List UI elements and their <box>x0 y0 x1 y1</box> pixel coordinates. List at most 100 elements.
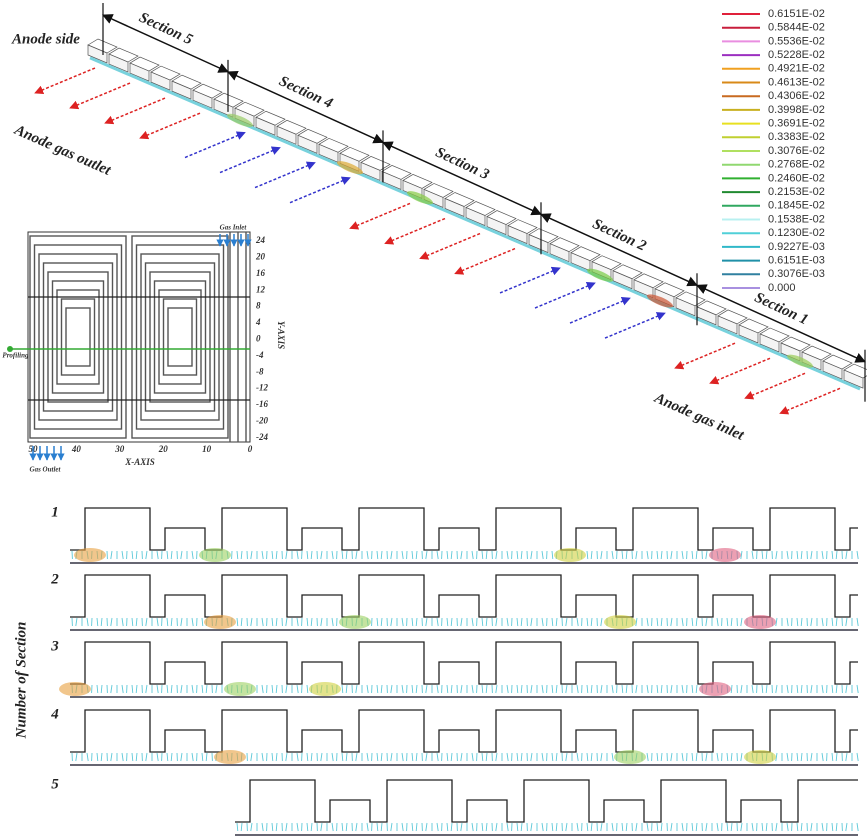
velocity-vector <box>285 550 288 560</box>
velocity-vector <box>110 752 113 762</box>
velocity-vector <box>646 684 649 694</box>
row-label: 1 <box>51 504 59 520</box>
outlet-arrow <box>69 82 131 110</box>
velocity-vector <box>271 550 274 560</box>
velocity-vector <box>775 550 778 560</box>
velocity-vector <box>380 550 383 560</box>
velocity-vector <box>740 684 743 694</box>
section-label: Section 3 <box>433 145 492 184</box>
velocity-vector <box>460 617 463 627</box>
velocity-vector <box>506 822 509 832</box>
velocity-vector <box>786 550 789 560</box>
velocity-vector <box>656 684 659 694</box>
velocity-vector <box>611 822 614 832</box>
inset-frame <box>27 231 251 443</box>
velocity-vector <box>415 617 418 627</box>
legend-label: 0.3691E-02 <box>768 118 825 130</box>
velocity-vector <box>845 684 848 694</box>
velocity-hotspot <box>309 682 341 696</box>
y-tick-label: -12 <box>256 383 268 393</box>
velocity-vector <box>730 752 733 762</box>
legend-label: 0.3076E-02 <box>768 145 825 157</box>
velocity-vector <box>481 550 484 560</box>
velocity-vector <box>460 550 463 560</box>
legend-label: 0.5536E-02 <box>768 35 825 47</box>
outlet-arrow <box>674 342 736 370</box>
velocity-vector <box>775 617 778 627</box>
velocity-vector <box>250 752 253 762</box>
velocity-vector <box>271 617 274 627</box>
section-arrow <box>696 284 866 363</box>
velocity-vector <box>695 684 698 694</box>
profile-outline <box>70 709 858 753</box>
velocity-vector <box>646 822 649 832</box>
serpentine-left <box>60 298 96 376</box>
outlet-arrow <box>779 387 841 415</box>
y-tick-label: -24 <box>256 432 268 442</box>
channel-side <box>486 216 507 236</box>
y-tick-label: -8 <box>256 366 264 376</box>
inlet-arrow <box>254 161 316 189</box>
velocity-vector <box>110 684 113 694</box>
velocity-vector <box>775 684 778 694</box>
velocity-vector <box>611 684 614 694</box>
velocity-vector <box>201 752 204 762</box>
velocity-vector <box>240 617 243 627</box>
velocity-vector <box>691 684 694 694</box>
velocity-vector <box>145 550 148 560</box>
velocity-vector <box>415 822 418 832</box>
velocity-vector <box>541 617 544 627</box>
serpentine-left <box>38 253 118 421</box>
velocity-vector <box>320 550 323 560</box>
velocity-vector <box>681 822 684 832</box>
velocity-vector <box>551 822 554 832</box>
serpentine-left <box>29 235 127 439</box>
velocity-vector <box>296 684 299 694</box>
velocity-vector <box>376 617 379 627</box>
row-label: 2 <box>50 571 59 587</box>
velocity-vector <box>845 550 848 560</box>
velocity-vector <box>166 752 169 762</box>
row-label: 3 <box>50 638 59 654</box>
velocity-vector <box>376 752 379 762</box>
velocity-vector <box>376 550 379 560</box>
velocity-vector <box>236 617 239 627</box>
velocity-vector <box>331 752 334 762</box>
velocity-vector <box>520 752 523 762</box>
velocity-vector <box>586 822 589 832</box>
velocity-vector <box>495 752 498 762</box>
velocity-vector <box>236 550 239 560</box>
profile-outline <box>235 779 858 823</box>
velocity-vector <box>520 617 523 627</box>
velocity-vector <box>240 550 243 560</box>
row-label: 4 <box>50 706 59 722</box>
velocity-vector <box>726 617 729 627</box>
velocity-vector <box>145 617 148 627</box>
velocity-vector <box>415 752 418 762</box>
serpentine-right <box>162 298 198 376</box>
outlet-arrow <box>34 67 96 95</box>
velocity-vector <box>660 617 663 627</box>
velocity-vector <box>646 550 649 560</box>
velocity-vector <box>320 822 323 832</box>
velocity-vector <box>695 617 698 627</box>
velocity-vector <box>656 822 659 832</box>
velocity-vector <box>180 752 183 762</box>
x-axis-title: X-AXIS <box>124 457 155 467</box>
inlet-arrow <box>499 266 561 294</box>
y-tick-label: -20 <box>256 415 268 425</box>
velocity-vector <box>821 822 824 832</box>
velocity-vector <box>380 617 383 627</box>
velocity-hotspot <box>604 615 636 629</box>
velocity-vector <box>530 822 533 832</box>
velocity-vector <box>296 752 299 762</box>
velocity-hotspot <box>614 750 646 764</box>
y-tick-label: 24 <box>255 235 266 245</box>
velocity-vector <box>800 822 803 832</box>
velocity-vector <box>786 684 789 694</box>
velocity-vector <box>121 550 124 560</box>
velocity-vector <box>271 752 274 762</box>
channel-side <box>150 71 171 91</box>
legend-label: 0.3998E-02 <box>768 104 825 116</box>
velocity-vector <box>481 617 484 627</box>
